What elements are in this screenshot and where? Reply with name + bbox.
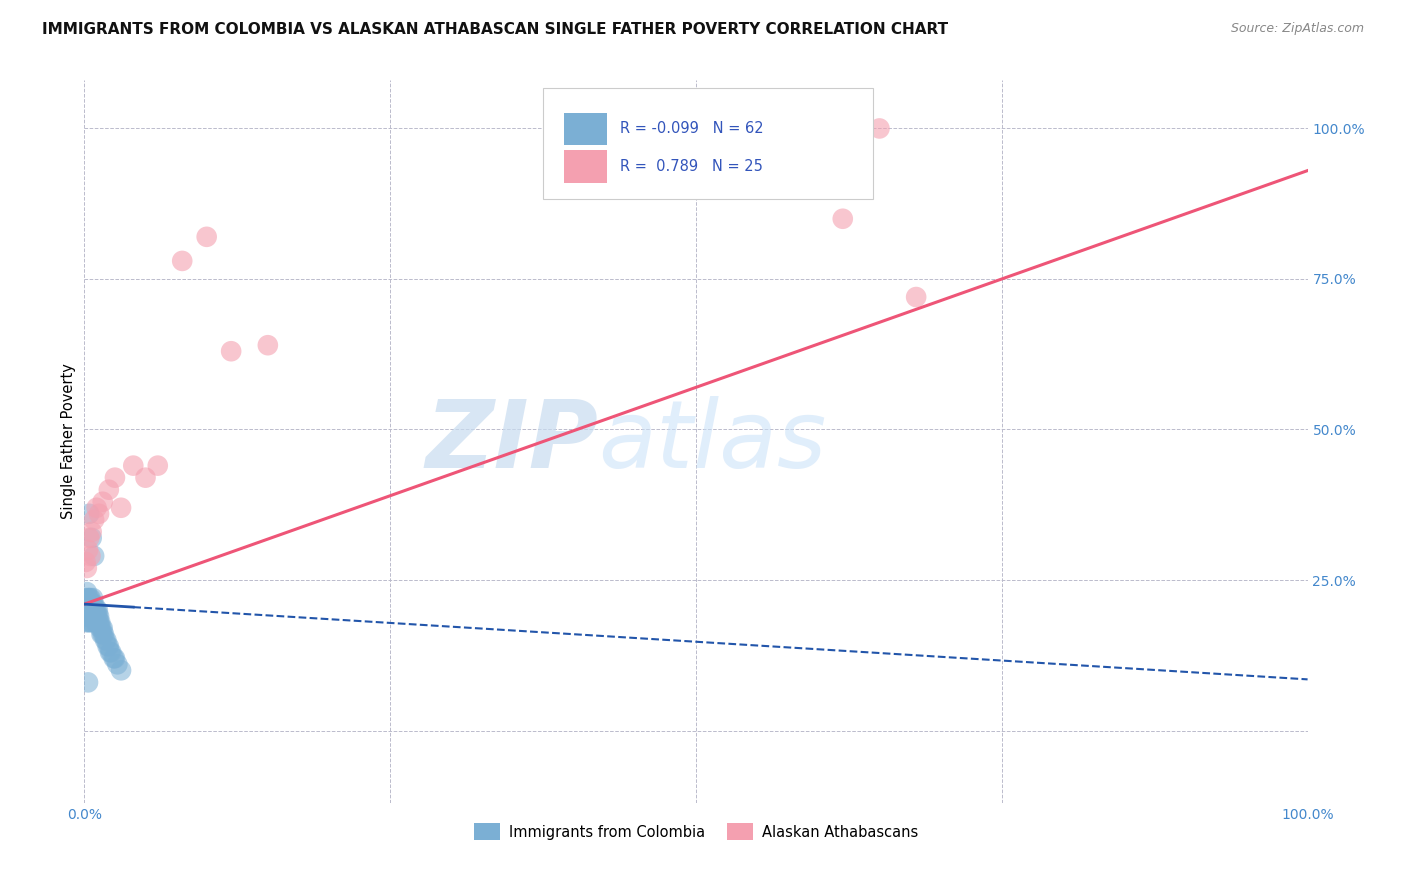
Point	[747, 121, 769, 136]
Y-axis label: Single Father Poverty: Single Father Poverty	[60, 364, 76, 519]
Point	[91, 621, 114, 635]
Text: Source: ZipAtlas.com: Source: ZipAtlas.com	[1230, 22, 1364, 36]
Point	[869, 121, 891, 136]
Point	[82, 603, 104, 617]
Point	[97, 639, 120, 653]
Point	[83, 609, 105, 624]
Point	[80, 524, 103, 539]
Point	[91, 627, 114, 641]
Point	[82, 591, 104, 606]
Point	[195, 230, 218, 244]
Point	[79, 615, 101, 630]
Point	[77, 609, 100, 624]
Point	[98, 645, 121, 659]
Point	[105, 657, 128, 672]
Point	[905, 290, 928, 304]
Point	[80, 615, 103, 630]
Point	[93, 627, 115, 641]
Point	[172, 253, 194, 268]
Point	[77, 597, 100, 611]
Point	[77, 591, 100, 606]
Point	[104, 651, 127, 665]
Point	[77, 675, 100, 690]
Point	[110, 664, 132, 678]
Point	[75, 555, 97, 569]
Point	[122, 458, 145, 473]
Point	[77, 591, 100, 606]
FancyBboxPatch shape	[564, 151, 606, 183]
Point	[76, 615, 98, 630]
Point	[87, 609, 110, 624]
Point	[80, 531, 103, 545]
Point	[76, 561, 98, 575]
Point	[79, 597, 101, 611]
Point	[82, 597, 104, 611]
Point	[79, 603, 101, 617]
Text: R = -0.099   N = 62: R = -0.099 N = 62	[620, 121, 763, 136]
Point	[77, 603, 100, 617]
Point	[110, 500, 132, 515]
Point	[77, 597, 100, 611]
Point	[91, 494, 114, 508]
Point	[257, 338, 280, 352]
Point	[146, 458, 169, 473]
Point	[219, 344, 242, 359]
Point	[89, 615, 111, 630]
Point	[86, 500, 108, 515]
Point	[783, 121, 806, 136]
Text: IMMIGRANTS FROM COLOMBIA VS ALASKAN ATHABASCAN SINGLE FATHER POVERTY CORRELATION: IMMIGRANTS FROM COLOMBIA VS ALASKAN ATHA…	[42, 22, 948, 37]
Point	[83, 549, 105, 563]
Point	[86, 603, 108, 617]
Point	[84, 615, 107, 630]
Text: ZIP: ZIP	[425, 395, 598, 488]
Point	[94, 633, 117, 648]
Point	[97, 483, 120, 497]
Point	[96, 633, 118, 648]
Point	[86, 615, 108, 630]
Point	[87, 615, 110, 630]
Point	[76, 603, 98, 617]
Point	[89, 621, 111, 635]
Point	[100, 645, 122, 659]
Text: atlas: atlas	[598, 396, 827, 487]
Point	[831, 211, 853, 226]
Point	[83, 603, 105, 617]
Point	[97, 639, 120, 653]
Point	[77, 603, 100, 617]
Point	[104, 471, 127, 485]
Point	[80, 597, 103, 611]
FancyBboxPatch shape	[564, 112, 606, 145]
Point	[80, 609, 103, 624]
FancyBboxPatch shape	[543, 87, 873, 200]
Point	[83, 513, 105, 527]
Point	[76, 597, 98, 611]
Point	[80, 603, 103, 617]
Point	[103, 651, 125, 665]
Point	[90, 621, 112, 635]
Point	[75, 603, 97, 617]
Point	[77, 615, 100, 630]
Point	[75, 609, 97, 624]
Point	[83, 597, 105, 611]
Text: R =  0.789   N = 25: R = 0.789 N = 25	[620, 159, 763, 174]
Point	[79, 609, 101, 624]
Point	[87, 603, 110, 617]
Point	[86, 609, 108, 624]
Point	[76, 585, 98, 599]
Point	[84, 609, 107, 624]
Point	[79, 591, 101, 606]
Point	[87, 507, 110, 521]
Point	[77, 542, 100, 557]
Point	[87, 609, 110, 624]
Point	[77, 507, 100, 521]
Point	[75, 591, 97, 606]
Point	[79, 549, 101, 563]
Point	[77, 609, 100, 624]
Point	[135, 471, 157, 485]
Point	[84, 603, 107, 617]
Point	[77, 531, 100, 545]
Legend: Immigrants from Colombia, Alaskan Athabascans: Immigrants from Colombia, Alaskan Athaba…	[468, 818, 924, 847]
Point	[90, 627, 112, 641]
